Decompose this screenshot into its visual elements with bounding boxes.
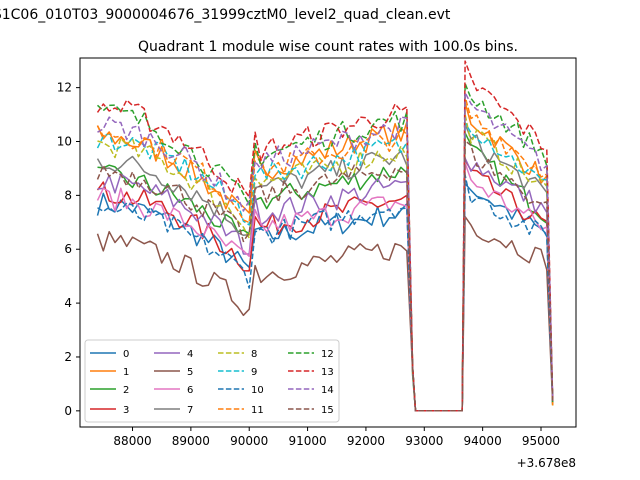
x-axis: 88000 89000 90000 91000 92000 93000 94000 95000 — [113, 427, 560, 448]
x-tick-label: 93000 — [405, 434, 443, 448]
series-line-12 — [96, 82, 554, 412]
series-line-13 — [96, 60, 554, 412]
y-tick-label: 2 — [64, 350, 72, 364]
legend-label-13: 13 — [321, 367, 334, 378]
legend-label-12: 12 — [321, 349, 334, 360]
legend-label-5: 5 — [187, 367, 193, 378]
x-tick-label: 94000 — [464, 434, 502, 448]
y-tick-label: 8 — [64, 188, 72, 202]
legend-label-14: 14 — [321, 385, 334, 396]
legend-label-9: 9 — [251, 367, 257, 378]
series-line-14 — [97, 91, 554, 412]
legend-label-0: 0 — [123, 349, 129, 360]
legend-label-10: 10 — [251, 385, 264, 396]
legend-label-3: 3 — [123, 405, 129, 416]
y-tick-label: 0 — [64, 404, 72, 418]
y-tick-label: 6 — [64, 242, 72, 256]
series-line-10 — [97, 174, 554, 412]
y-tick-label: 12 — [57, 81, 72, 95]
series-lines — [96, 60, 554, 412]
x-tick-label: 91000 — [288, 434, 326, 448]
x-tick-label: 92000 — [347, 434, 385, 448]
legend-label-4: 4 — [187, 349, 193, 360]
series-line-15 — [96, 139, 554, 412]
legend-label-15: 15 — [321, 405, 334, 416]
series-line-4 — [97, 157, 554, 412]
legend-frame — [84, 339, 340, 423]
x-tick-label: 90000 — [230, 434, 268, 448]
figure-suptitle: Light curves from file: modeM0/AS1C06_01… — [0, 7, 451, 23]
legend-label-1: 1 — [123, 367, 129, 378]
series-line-6 — [96, 162, 554, 412]
legend-label-6: 6 — [187, 385, 193, 396]
series-line-5 — [96, 215, 554, 412]
legend-label-11: 11 — [251, 405, 264, 416]
legend-label-2: 2 — [123, 385, 129, 396]
legend-label-8: 8 — [251, 349, 257, 360]
y-tick-label: 4 — [64, 296, 72, 310]
y-tick-label: 10 — [57, 134, 72, 148]
y-axis: 0 2 4 6 8 10 12 — [57, 81, 80, 418]
x-tick-label: 88000 — [113, 434, 151, 448]
x-tick-label: 89000 — [172, 434, 210, 448]
series-line-8 — [97, 113, 554, 412]
series-line-11 — [96, 95, 554, 412]
chart-title: Quadrant 1 module wise count rates with … — [138, 39, 518, 55]
axes-frame — [79, 57, 577, 428]
series-line-1 — [96, 101, 554, 412]
legend-label-7: 7 — [187, 405, 193, 416]
series-line-9 — [96, 121, 554, 412]
x-tick-label: 95000 — [522, 434, 560, 448]
x-offset-label: +3.678e8 — [517, 456, 576, 470]
